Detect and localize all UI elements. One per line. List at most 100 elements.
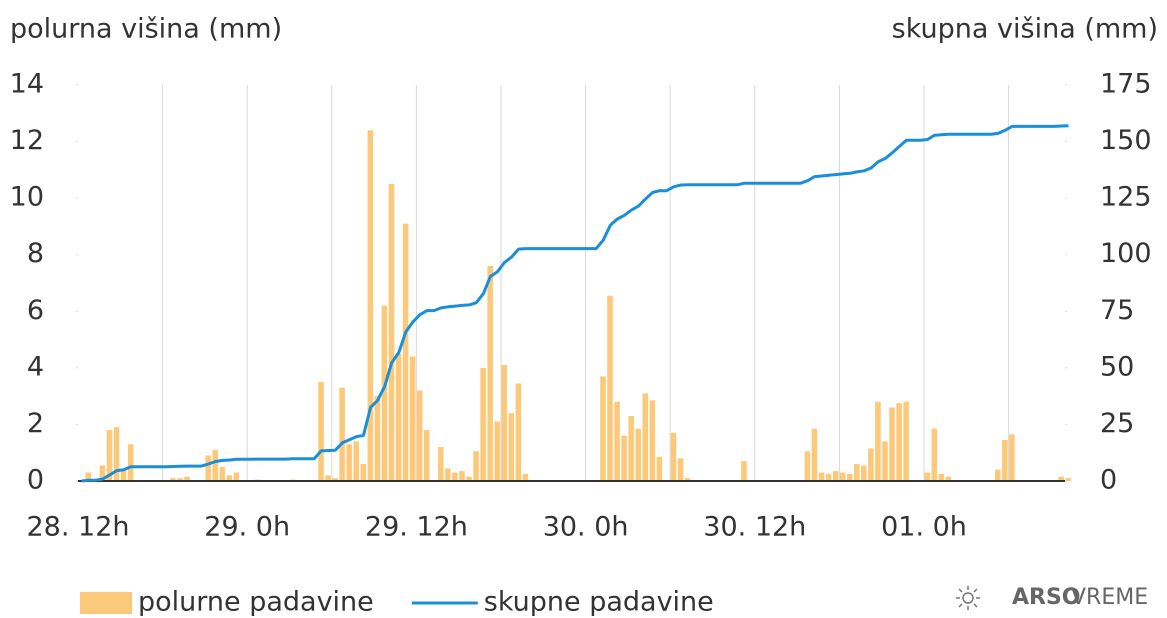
bar — [473, 451, 479, 481]
bar — [367, 130, 374, 481]
y2-tick-label: 75 — [1100, 295, 1134, 326]
bar — [127, 444, 134, 481]
bar — [607, 295, 613, 481]
bar — [402, 223, 409, 481]
bar — [811, 428, 818, 481]
bar — [868, 448, 874, 481]
bar — [875, 401, 881, 481]
bar — [212, 449, 218, 481]
x-tick-label: 30. 12h — [703, 512, 806, 543]
bar — [360, 464, 367, 481]
y-tick-label: 14 — [10, 69, 44, 100]
bar — [614, 401, 620, 481]
bar — [85, 472, 92, 481]
bar — [233, 472, 240, 481]
bar — [628, 415, 634, 481]
bar — [480, 367, 486, 481]
bar — [889, 407, 895, 481]
bar — [903, 401, 909, 481]
bar — [409, 356, 416, 481]
bar — [1009, 434, 1015, 481]
bar — [861, 465, 867, 481]
bar — [388, 184, 395, 481]
bar — [854, 464, 860, 481]
bar — [508, 413, 515, 481]
line — [81, 124, 1069, 483]
bar — [1058, 476, 1064, 481]
y-tick-label: 8 — [27, 238, 44, 269]
bar — [106, 430, 113, 481]
bar — [353, 441, 359, 481]
brand-icon — [956, 586, 980, 610]
bar — [205, 455, 211, 481]
bar — [459, 471, 465, 481]
bar — [501, 365, 508, 481]
bar — [670, 432, 677, 481]
bar — [346, 444, 352, 481]
y2-tick-label: 100 — [1100, 238, 1152, 269]
bar — [677, 458, 684, 481]
bar — [452, 472, 458, 481]
bar — [818, 472, 825, 481]
bar — [649, 400, 656, 481]
bar — [1065, 478, 1072, 481]
bar — [945, 476, 952, 481]
bar — [522, 473, 529, 481]
legend-label: skupne padavine — [484, 587, 714, 618]
bar — [995, 469, 1001, 481]
bar — [832, 471, 839, 481]
bar — [374, 396, 381, 481]
bar — [1002, 439, 1008, 481]
bar — [924, 472, 931, 481]
bar — [839, 472, 846, 481]
bar — [804, 451, 811, 481]
y-tick-label: 0 — [27, 465, 44, 496]
y-tick-label: 10 — [10, 182, 44, 213]
y2-tick-label: 150 — [1100, 125, 1152, 156]
bar — [466, 476, 472, 481]
legend-label: polurne padavine — [138, 587, 374, 618]
bar — [438, 447, 444, 481]
bar — [515, 383, 522, 481]
bar — [642, 393, 649, 481]
bar — [846, 473, 853, 481]
bar — [170, 478, 176, 481]
bar — [113, 427, 120, 481]
bar — [635, 428, 641, 481]
bar — [318, 382, 324, 481]
bar — [445, 468, 451, 481]
brand-name: ARSO — [1012, 585, 1081, 610]
bar — [741, 461, 747, 481]
bar — [494, 421, 500, 481]
bar — [600, 376, 606, 481]
y2-tick-label: 0 — [1100, 465, 1117, 496]
x-tick-label: 29. 12h — [365, 512, 468, 543]
y2-axis-label: skupna višina (mm) — [892, 14, 1158, 45]
x-tick-label: 30. 0h — [543, 512, 629, 543]
bar — [656, 456, 663, 481]
bar — [325, 475, 331, 481]
bar — [931, 428, 938, 481]
y-axis-label: polurna višina (mm) — [10, 14, 282, 45]
y2-tick-label: 125 — [1100, 182, 1152, 213]
bar — [184, 476, 190, 481]
y-tick-label: 2 — [27, 408, 44, 439]
y2-tick-label: 175 — [1100, 69, 1152, 100]
y-tick-label: 4 — [27, 351, 44, 382]
bar — [226, 475, 233, 481]
bar — [332, 478, 338, 481]
bar — [219, 466, 226, 481]
bar — [938, 473, 945, 481]
bar — [99, 465, 106, 481]
y-tick-label: 6 — [27, 295, 44, 326]
bar — [339, 387, 345, 481]
bar — [684, 478, 691, 481]
bar — [120, 469, 127, 481]
bar — [395, 353, 402, 481]
y2-tick-label: 25 — [1100, 408, 1134, 439]
bar — [487, 266, 493, 481]
y2-tick-label: 50 — [1100, 351, 1134, 382]
bar — [381, 305, 388, 481]
brand-suffix: VREME — [1071, 585, 1148, 610]
